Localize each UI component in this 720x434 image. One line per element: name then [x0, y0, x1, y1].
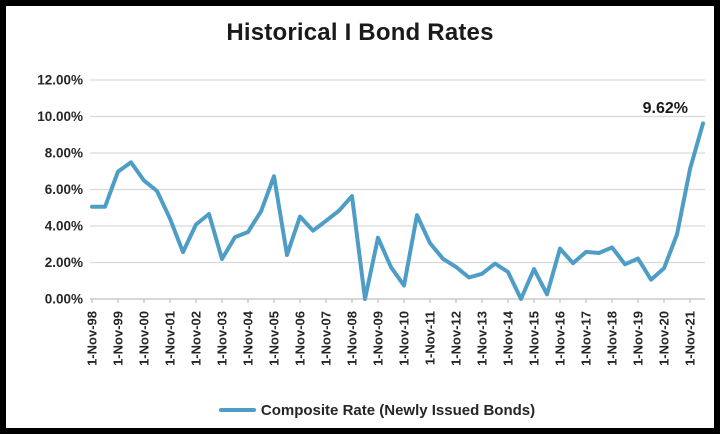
legend: Composite Rate (Newly Issued Bonds): [46, 399, 708, 421]
x-axis-tick-label: 1-Nov-04: [241, 310, 256, 366]
chart-svg: 12.00%10.00%8.00%6.00%4.00%2.00%0.00%1-N…: [37, 73, 705, 366]
x-axis-tick-label: 1-Nov-02: [189, 311, 204, 366]
x-axis-tick-label: 1-Nov-09: [371, 311, 386, 366]
y-axis-tick-label: 4.00%: [45, 219, 83, 234]
x-axis-tick-label: 1-Nov-18: [605, 311, 620, 366]
x-axis-tick-label: 1-Nov-01: [163, 311, 178, 366]
x-axis-tick-label: 1-Nov-15: [527, 311, 542, 366]
latest-rate-data-label: 9.62%: [642, 100, 688, 117]
x-axis-tick-label: 1-Nov-21: [683, 311, 698, 366]
x-axis-tick-label: 1-Nov-00: [137, 311, 152, 366]
x-axis-tick-label: 1-Nov-12: [449, 311, 464, 366]
x-axis-tick-label: 1-Nov-98: [85, 311, 100, 366]
x-axis-tick-label: 1-Nov-07: [319, 311, 334, 366]
x-axis-tick-label: 1-Nov-16: [553, 311, 568, 366]
chart-title: Historical I Bond Rates: [226, 19, 494, 46]
x-axis-tick-label: 1-Nov-20: [657, 311, 672, 366]
y-axis-tick-label: 2.00%: [45, 255, 83, 270]
x-axis-tick-label: 1-Nov-17: [579, 311, 594, 366]
legend-line-swatch: [218, 408, 256, 412]
composite-rate-line: [90, 121, 705, 301]
y-axis-tick-label: 0.00%: [45, 292, 83, 307]
x-axis-tick-label: 1-Nov-99: [111, 311, 126, 366]
x-axis-tick-label: 1-Nov-13: [475, 311, 490, 366]
x-axis-tick-label: 1-Nov-03: [215, 311, 230, 366]
y-axis-tick-label: 8.00%: [45, 146, 83, 161]
x-axis-tick-label: 1-Nov-10: [397, 311, 412, 366]
y-axis-tick-label: 6.00%: [45, 182, 83, 197]
x-axis-tick-label: 1-Nov-19: [631, 311, 646, 366]
x-axis-tick-label: 1-Nov-06: [293, 311, 308, 366]
x-axis-tick-label: 1-Nov-05: [267, 311, 282, 366]
x-axis-tick-label: 1-Nov-11: [423, 311, 438, 365]
y-axis-tick-label: 10.00%: [37, 109, 83, 124]
legend-label: Composite Rate (Newly Issued Bonds): [260, 401, 536, 419]
x-axis-tick-label: 1-Nov-14: [501, 310, 516, 366]
y-axis-tick-label: 12.00%: [37, 73, 83, 88]
x-axis-tick-label: 1-Nov-08: [345, 311, 360, 366]
